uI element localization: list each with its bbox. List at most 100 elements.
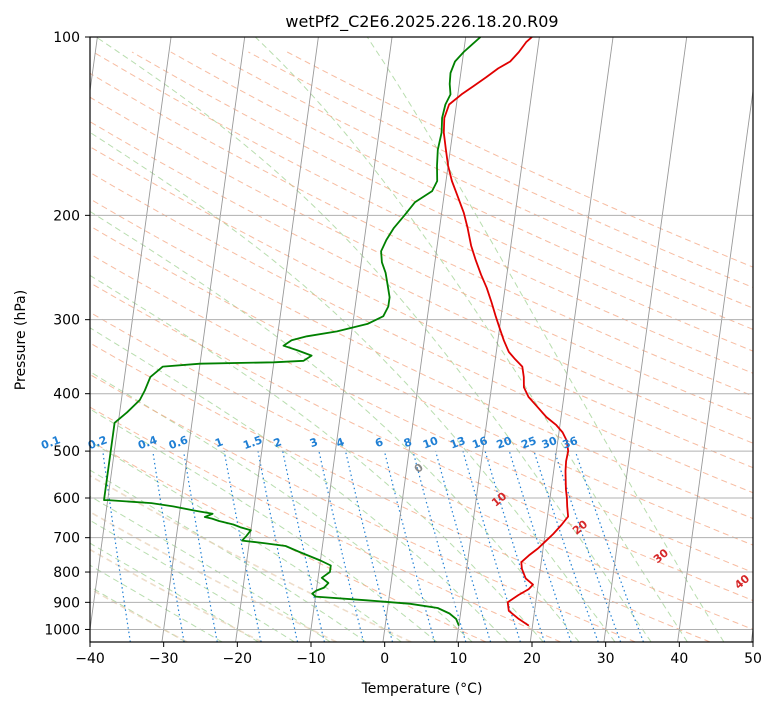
y-axis-ticks: 100 200 300 400 500 600 700 800 900 1000 (44, 30, 90, 638)
mixing-ratio-label: 1 (213, 435, 225, 450)
dry-adiabat-line (90, 225, 753, 546)
moist-adiabats (90, 37, 725, 642)
dry-adiabat-line (90, 146, 753, 469)
mixing-ratio-line (462, 450, 521, 642)
dry-adiabat-line (90, 373, 636, 642)
isotherm-line (90, 37, 172, 633)
dewpoint-line (103, 37, 482, 626)
x-tick-label: −40 (75, 651, 105, 667)
moist-adiabat-line (254, 37, 688, 642)
mixing-ratio-line (318, 450, 365, 642)
mixing-ratio-label: 25 (519, 434, 538, 451)
x-axis-title: Temperature (°C) (361, 681, 483, 697)
moist-adiabat-line (95, 37, 652, 642)
moist-adiabat-label: 40 (732, 572, 752, 592)
moist-adiabat-label: 30 (651, 546, 671, 566)
dry-adiabat-line (90, 72, 753, 397)
y-tick-label: 900 (53, 595, 80, 611)
profile-lines (103, 37, 570, 627)
mixing-ratio-label: 0.4 (136, 433, 159, 452)
mixing-ratio-line (484, 450, 546, 642)
mixing-ratio-label: 30 (540, 434, 559, 452)
mixing-ratio-label: 10 (421, 434, 440, 452)
mixing-ratio-label: 3 (308, 435, 320, 450)
mixing-ratio-label: 2 (272, 435, 284, 450)
x-tick-label: 0 (380, 651, 389, 667)
mixing-ratio-label: 16 (470, 434, 489, 452)
mixing-ratio-line (152, 451, 185, 642)
dry-adiabats (90, 51, 753, 642)
mixing-ratio-label: 0.2 (86, 433, 109, 452)
isobars (90, 37, 753, 630)
moist-adiabat-label: 0 (412, 461, 426, 476)
moist-adiabat-label: 20 (570, 517, 590, 537)
moist-adiabat-line (90, 519, 295, 642)
plot-area (90, 37, 753, 642)
plot-frame (89, 36, 754, 643)
isotherm-line (677, 87, 753, 642)
mixing-ratio-lines (102, 450, 644, 642)
y-tick-label: 1000 (44, 622, 80, 638)
mixing-ratio-line (383, 450, 436, 642)
x-axis-ticks: −40 −30 −20 −10 0 10 20 30 40 50 (75, 642, 762, 667)
moist-adiabat-line (90, 327, 508, 642)
moist-adiabat-line (90, 495, 331, 642)
y-tick-label: 700 (53, 531, 80, 547)
dry-adiabat-line (170, 51, 753, 330)
dry-adiabat-line (131, 51, 753, 352)
x-tick-label: −30 (149, 651, 179, 667)
dry-adiabat-line (90, 342, 711, 642)
isotherm-line (382, 37, 467, 642)
x-tick-label: −10 (296, 651, 326, 667)
moist-adiabat-line (90, 274, 544, 642)
y-tick-label: 300 (53, 313, 80, 329)
mixing-ratio-line (183, 451, 218, 642)
moist-adiabat-line (90, 210, 580, 642)
moist-adiabat-line (90, 469, 367, 642)
x-tick-label: 20 (523, 651, 541, 667)
mixing-ratio-label: 6 (373, 435, 385, 450)
mixing-ratio-label: 1.5 (241, 433, 264, 452)
isotherm-line (161, 37, 246, 642)
isotherm-line (456, 37, 540, 642)
moist-adiabat-line (90, 371, 473, 642)
y-tick-label: 400 (53, 387, 80, 403)
mixing-ratio-line (508, 450, 572, 642)
mixing-ratio-label: 20 (495, 434, 514, 452)
moist-adiabat-line (90, 564, 223, 642)
x-tick-label: 40 (670, 651, 688, 667)
y-tick-label: 600 (53, 491, 80, 507)
isotherm-line (603, 37, 688, 642)
isotherm-line (235, 37, 319, 642)
x-tick-label: 30 (597, 651, 615, 667)
mixing-ratio-line (223, 450, 262, 642)
dry-adiabat-line (90, 311, 753, 631)
mixing-ratio-line (412, 450, 467, 642)
isotherm-line (750, 626, 753, 642)
dry-adiabat-line (90, 253, 753, 573)
isotherm-line (529, 37, 614, 642)
mixing-ratio-label: 8 (402, 435, 414, 450)
moist-adiabat-line (366, 37, 725, 642)
dry-adiabat-line (248, 51, 753, 288)
x-tick-label: −20 (223, 651, 253, 667)
mixing-ratio-label: 4 (335, 435, 347, 450)
mixing-ratio-label: 36 (561, 434, 580, 452)
dry-adiabat-line (90, 406, 561, 642)
y-tick-label: 800 (53, 565, 80, 581)
dry-adiabat-line (90, 96, 753, 420)
temperature-line (442, 37, 570, 627)
dry-adiabat-line (90, 171, 753, 494)
mixing-ratio-line (435, 450, 492, 642)
chart-title: wetPf2_C2E6.2025.226.18.20.R09 (285, 12, 558, 32)
moist-adiabat-line (90, 408, 438, 642)
isotherm-line (308, 37, 393, 642)
mixing-ratio-line (553, 450, 622, 642)
x-tick-label: 50 (744, 651, 762, 667)
dry-adiabat-line (90, 548, 263, 642)
dry-adiabat-line (90, 198, 753, 520)
y-tick-label: 200 (53, 208, 80, 224)
y-tick-label: 500 (53, 444, 80, 460)
dry-adiabat-line (90, 511, 337, 642)
